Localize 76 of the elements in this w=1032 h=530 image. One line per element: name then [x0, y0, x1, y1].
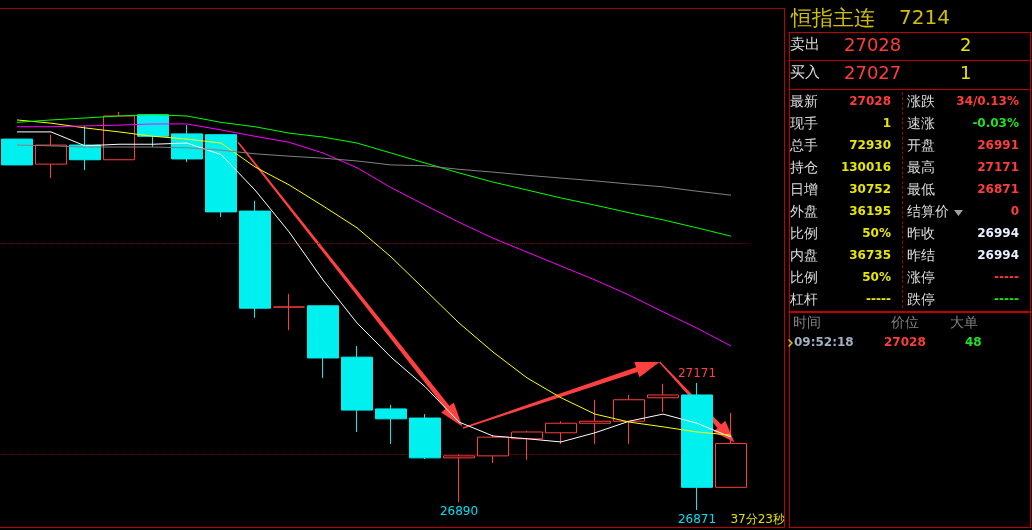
candlestick — [443, 453, 475, 503]
text: 0 — [1010, 204, 1019, 218]
candlestick — [545, 420, 577, 445]
annotation: 26890 — [439, 504, 479, 519]
text: 72930 — [849, 138, 891, 152]
candlestick — [715, 412, 747, 488]
text: 7214 — [899, 5, 950, 29]
text: 卖出 — [790, 35, 820, 54]
candlestick — [375, 404, 407, 445]
text: ----- — [994, 270, 1019, 284]
candlestick — [409, 413, 441, 460]
candlestick — [681, 382, 713, 511]
text: 最低 — [907, 181, 935, 199]
text: 开盘 — [907, 137, 935, 155]
text: 36735 — [849, 248, 891, 262]
text: 27028 — [844, 34, 902, 55]
text: 26994 — [977, 226, 1019, 240]
text: 日增 — [790, 181, 818, 199]
text: ----- — [866, 292, 891, 306]
text: 50% — [862, 270, 891, 284]
text: 2 — [960, 34, 972, 55]
text: 09:52:18 — [794, 335, 854, 349]
text: ----- — [994, 292, 1019, 306]
text: 昨收 — [907, 225, 935, 243]
text: 26994 — [977, 248, 1019, 262]
candlestick — [307, 304, 339, 379]
text: 买入 — [790, 63, 820, 82]
text: 最新 — [790, 93, 818, 111]
annotation: 27171 — [677, 366, 717, 381]
text: 27028 — [849, 94, 891, 108]
candlestick — [579, 399, 611, 445]
text: 昨结 — [907, 247, 935, 265]
text: 1 — [960, 62, 972, 83]
text: 130016 — [840, 160, 891, 174]
text: 时间 — [793, 314, 821, 332]
text: 总手 — [790, 137, 818, 155]
text: 34/0.13% — [956, 94, 1019, 108]
text: 26991 — [977, 138, 1019, 152]
candlestick — [1, 138, 33, 166]
candlestick — [647, 383, 679, 413]
candlestick — [613, 394, 645, 445]
text: 37分23秒 — [730, 512, 786, 526]
text: 外盘 — [790, 203, 818, 221]
candlestick — [511, 430, 543, 461]
text: 恒指主连 — [791, 5, 875, 32]
text: 涨跌 — [907, 93, 935, 111]
text: 持仓 — [790, 159, 818, 177]
text: 最高 — [907, 159, 935, 177]
text: 内盘 — [790, 247, 818, 265]
candlestick — [239, 200, 271, 319]
text: -0.03% — [972, 116, 1019, 130]
annotation: 26871 — [677, 512, 717, 526]
text: 涨停 — [907, 269, 935, 287]
text: 26871 — [977, 182, 1019, 196]
text: 1 — [882, 116, 891, 130]
text: 结算价 — [907, 203, 949, 221]
text: 现手 — [790, 115, 818, 133]
text: 50% — [862, 226, 891, 240]
candlestick — [205, 134, 237, 218]
candlestick — [477, 434, 509, 464]
text: 比例 — [790, 225, 818, 243]
text: 价位 — [891, 314, 919, 332]
text: 27028 — [884, 335, 926, 349]
text: 大单 — [950, 314, 978, 332]
text: 36195 — [849, 204, 891, 218]
text: 30752 — [849, 182, 891, 196]
candlestick — [35, 134, 67, 179]
candlestick — [341, 345, 373, 433]
text: 速涨 — [907, 115, 935, 133]
text: 48 — [965, 335, 982, 349]
candlestick — [273, 293, 305, 331]
text: 27027 — [844, 62, 902, 83]
text: 27171 — [977, 160, 1019, 174]
text: 跌停 — [907, 291, 935, 309]
text: 比例 — [790, 269, 818, 287]
text: 杠杆 — [790, 291, 818, 309]
